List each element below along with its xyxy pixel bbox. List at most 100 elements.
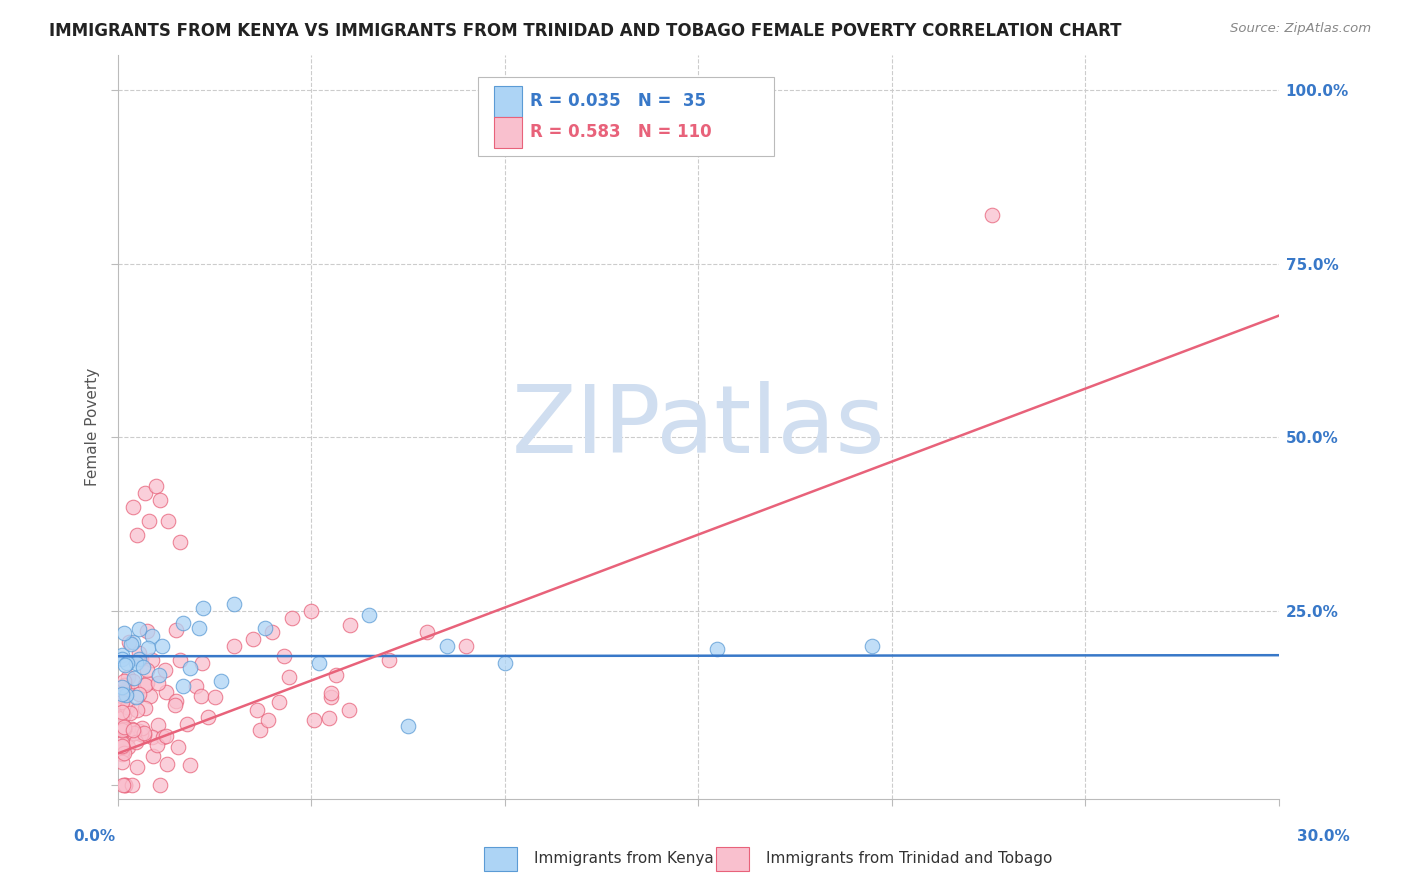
Point <box>127 703 149 717</box>
Point <box>110 711 132 725</box>
Point <box>179 661 201 675</box>
Point <box>121 722 143 736</box>
Point <box>138 689 160 703</box>
Text: R = 0.583   N = 110: R = 0.583 N = 110 <box>530 123 711 142</box>
Text: 30.0%: 30.0% <box>1296 830 1350 844</box>
Point <box>125 656 148 670</box>
Point <box>146 675 169 690</box>
Point <box>145 479 167 493</box>
Point <box>114 778 136 792</box>
Point <box>125 735 148 749</box>
Point <box>138 640 160 655</box>
Point <box>135 663 157 677</box>
Point <box>155 685 177 699</box>
Point <box>377 653 399 667</box>
Point <box>278 670 301 684</box>
Point <box>190 656 212 670</box>
Point <box>128 687 150 701</box>
Point <box>142 749 165 764</box>
Point <box>337 703 360 717</box>
Point <box>246 703 269 717</box>
Point <box>134 678 156 692</box>
Point <box>110 705 132 719</box>
Point <box>197 710 219 724</box>
Text: Immigrants from Kenya: Immigrants from Kenya <box>534 851 714 865</box>
Point <box>128 622 150 636</box>
Point <box>112 708 135 723</box>
Point <box>131 652 153 666</box>
Point <box>112 747 135 761</box>
Point <box>191 600 214 615</box>
Point <box>117 730 139 744</box>
Point <box>131 660 153 674</box>
Point <box>110 690 132 704</box>
Point <box>132 728 155 742</box>
Point <box>114 658 136 673</box>
Text: R = 0.035   N =  35: R = 0.035 N = 35 <box>530 92 706 111</box>
Point <box>110 693 132 707</box>
Point <box>110 736 132 750</box>
Point <box>179 757 201 772</box>
Point <box>110 680 132 694</box>
Point <box>273 648 295 663</box>
Point <box>110 687 132 701</box>
Point <box>155 729 177 743</box>
Point <box>115 656 138 670</box>
Point <box>153 663 176 677</box>
Point <box>242 632 264 646</box>
Point <box>131 722 153 736</box>
Point <box>209 674 232 689</box>
Point <box>325 668 347 682</box>
Point <box>860 639 883 653</box>
Point <box>169 653 191 667</box>
Point <box>115 685 138 699</box>
Point <box>112 626 135 640</box>
Point <box>110 695 132 709</box>
Y-axis label: Female Poverty: Female Poverty <box>86 368 100 486</box>
Point <box>115 699 138 714</box>
Point <box>112 723 135 738</box>
Point <box>128 646 150 660</box>
Point <box>156 756 179 771</box>
Point <box>122 726 145 740</box>
FancyBboxPatch shape <box>478 78 773 155</box>
Point <box>494 656 516 670</box>
Point <box>416 624 439 639</box>
Point <box>249 723 271 738</box>
Point <box>150 639 173 653</box>
Point <box>187 621 209 635</box>
Point <box>156 514 179 528</box>
Point <box>122 635 145 649</box>
Point <box>396 719 419 733</box>
Point <box>176 717 198 731</box>
Point <box>125 527 148 541</box>
Point <box>319 690 342 704</box>
Point <box>128 724 150 739</box>
Point <box>269 694 291 708</box>
Point <box>141 629 163 643</box>
Point <box>136 624 159 639</box>
Point <box>172 679 194 693</box>
Point <box>359 607 381 622</box>
Point <box>110 755 132 769</box>
Point <box>112 723 135 737</box>
Point <box>222 639 245 653</box>
FancyBboxPatch shape <box>494 86 522 117</box>
Point <box>981 208 1004 222</box>
Point <box>169 534 191 549</box>
Point <box>112 721 135 735</box>
Point <box>110 652 132 666</box>
Point <box>135 676 157 690</box>
Point <box>149 492 172 507</box>
Point <box>436 639 458 653</box>
Point <box>134 725 156 739</box>
Point <box>112 678 135 692</box>
Point <box>110 740 132 755</box>
Point <box>115 689 138 703</box>
Point <box>184 679 207 693</box>
Point <box>145 739 167 753</box>
Point <box>114 778 136 792</box>
Point <box>125 760 148 774</box>
Point <box>302 713 325 727</box>
Point <box>321 686 343 700</box>
